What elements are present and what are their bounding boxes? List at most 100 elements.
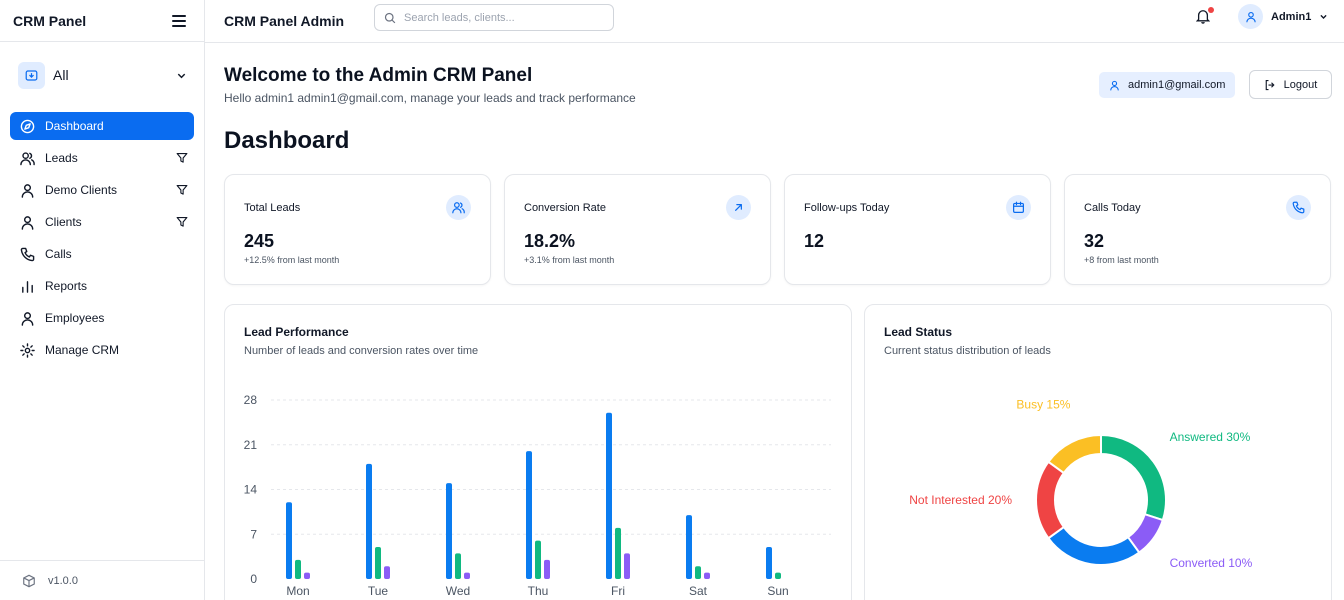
notification-dot [1208,7,1214,13]
user-menu[interactable]: Admin1 [1238,4,1328,29]
sidebar-nav: Dashboard Leads Demo Clients Clients Calls Re… [0,112,204,364]
user-name: Admin1 [1271,10,1312,23]
logout-button[interactable]: Logout [1249,70,1332,99]
panel-subtitle: Current status distribution of leads [884,345,1051,357]
main-content: Welcome to the Admin CRM Panel Hello adm… [205,43,1344,600]
email-badge-text: admin1@gmail.com [1128,79,1226,91]
stat-card-total-leads: Total Leads 245 +12.5% from last month [224,174,491,285]
pie-slice[interactable] [1047,525,1141,566]
x-tick-label: Mon [286,584,309,598]
filter-icon[interactable] [176,152,188,164]
pie-label: Answered 30% [1170,430,1251,444]
sidebar-item-reports[interactable]: Reports [10,272,194,300]
logout-label: Logout [1283,78,1318,91]
bar[interactable] [606,412,612,579]
y-tick-label: 21 [244,438,258,452]
x-tick-label: Sun [767,584,788,598]
menu-toggle-icon[interactable] [172,14,186,27]
calendar-icon [1013,201,1024,213]
users-icon [452,202,465,214]
search-box [374,4,614,31]
bar[interactable] [304,572,310,579]
app-version: v1.0.0 [48,574,78,587]
sidebar-item-clients[interactable]: Clients [10,208,194,236]
dashboard-title: Dashboard [224,127,350,154]
bar[interactable] [286,502,292,579]
panel-title: Lead Performance [244,325,349,339]
stat-card-value: 12 [804,231,825,251]
topbar: CRM Panel Admin Admin1 [205,0,1344,43]
bar[interactable] [544,559,550,579]
bar[interactable] [686,515,692,579]
sidebar: CRM Panel All Dashboard Leads Demo Clients… [0,0,205,600]
bar[interactable] [455,553,461,579]
lead-performance-panel: Lead Performance Number of leads and con… [224,304,852,600]
bar[interactable] [464,572,470,579]
y-tick-label: 0 [250,572,257,586]
bar[interactable] [446,483,452,579]
search-input[interactable] [404,11,604,24]
sidebar-item-label: Demo Clients [45,183,118,197]
pie-slice[interactable] [1047,433,1102,475]
search-icon [384,12,396,23]
sidebar-item-label: Manage CRM [45,343,120,357]
arrow-up-right-icon [735,204,742,211]
bar[interactable] [704,572,710,579]
pie-label: Busy 15% [1016,398,1070,412]
stat-card-conversion-rate: Conversion Rate 18.2% +3.1% from last mont… [504,174,771,285]
stat-card-icon-wrap [446,195,471,220]
y-tick-label: 14 [244,483,258,497]
package-icon [23,574,35,587]
sidebar-footer: v1.0.0 [0,560,204,600]
sidebar-item-manage-crm[interactable]: Manage CRM [10,336,194,364]
bar[interactable] [775,572,781,579]
bar[interactable] [624,553,630,579]
chevron-down-icon [177,73,186,78]
pie-slice[interactable] [1100,433,1167,522]
sidebar-item-calls[interactable]: Calls [10,240,194,268]
sidebar-item-label: Calls [45,247,72,261]
stat-card-icon-wrap [1006,195,1031,220]
stat-card-subtext: +12.5% from last month [244,255,340,265]
pie-label: Converted 10% [1170,556,1253,570]
pie-label: Call Later 25% [1045,599,1124,600]
pie-slice[interactable] [1035,460,1066,540]
workspace-selector[interactable]: All [18,59,187,91]
panel-title: Lead Status [884,325,953,339]
sidebar-item-employees[interactable]: Employees [10,304,194,332]
gear-icon [20,342,35,358]
bar-chart-icon [22,280,33,293]
bar[interactable] [766,547,772,579]
sidebar-item-demo-clients[interactable]: Demo Clients [10,176,194,204]
bar[interactable] [615,527,621,579]
user-icon [1110,80,1119,90]
filter-icon[interactable] [176,216,188,228]
bar[interactable] [526,451,532,579]
bar[interactable] [366,463,372,579]
bar[interactable] [384,566,390,579]
x-tick-label: Sat [689,584,708,598]
stat-card-icon-wrap [1286,195,1311,220]
sidebar-item-label: Employees [45,311,105,325]
workspace-selector-label: All [53,67,69,83]
pie-label: Not Interested 20% [909,493,1012,507]
topbar-title: CRM Panel Admin [224,13,345,29]
stat-card-value: 18.2% [524,231,576,251]
bar[interactable] [695,566,701,579]
panel-subtitle: Number of leads and conversion rates ove… [244,345,479,357]
stat-card-follow-ups-today: Follow-ups Today 12 [784,174,1051,285]
filter-icon[interactable] [176,184,188,196]
stat-card-calls-today: Calls Today 32 +8 from last month [1064,174,1331,285]
bar[interactable] [535,540,541,579]
notification-bell-icon[interactable] [1195,7,1214,26]
bar[interactable] [295,559,301,579]
sidebar-item-leads[interactable]: Leads [10,144,194,172]
stat-card-title: Conversion Rate [524,202,606,214]
sidebar-item-label: Clients [45,215,82,229]
x-tick-label: Tue [368,584,389,598]
compass-icon [20,119,35,133]
bar[interactable] [375,547,381,579]
phone-icon [20,247,35,261]
sidebar-item-dashboard[interactable]: Dashboard [10,112,194,140]
